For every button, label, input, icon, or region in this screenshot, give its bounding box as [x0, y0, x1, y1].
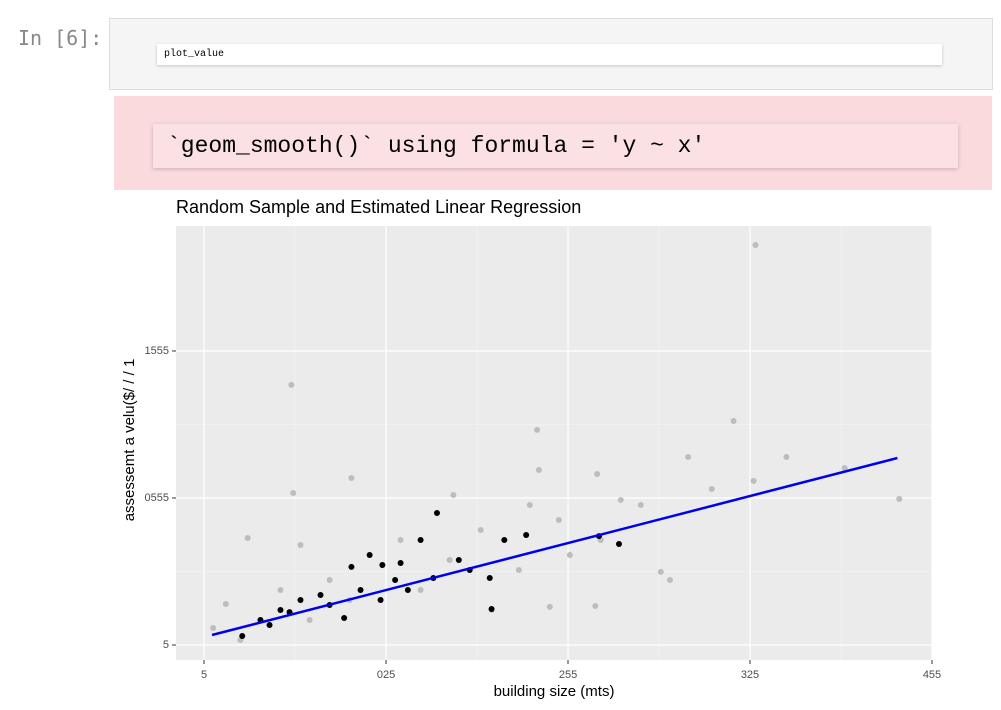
point: [377, 597, 384, 604]
x-tick-label: 255: [559, 669, 577, 681]
point: [750, 477, 757, 484]
x-tick-label: 5: [201, 669, 207, 681]
point: [317, 592, 324, 599]
x-tick-label: 025: [377, 669, 395, 681]
input-cell[interactable]: plot_value: [109, 18, 993, 90]
point: [450, 492, 457, 499]
y-axis-label: assessemt a velu($/ / / 1: [121, 359, 138, 522]
point: [708, 486, 715, 493]
point: [783, 453, 790, 460]
point: [348, 474, 355, 481]
point: [326, 577, 333, 584]
point: [592, 603, 599, 610]
point: [685, 453, 692, 460]
point: [501, 537, 508, 544]
point: [397, 559, 404, 566]
point: [379, 562, 386, 569]
point: [417, 537, 424, 544]
point: [357, 587, 364, 594]
output-stderr: `geom_smooth()` using formula = 'y ~ x': [114, 96, 992, 190]
point: [433, 509, 440, 516]
y-tick-label: 1555: [145, 345, 169, 357]
point: [637, 502, 644, 509]
point: [666, 577, 673, 584]
point: [397, 537, 404, 544]
point: [488, 605, 495, 612]
x-tick-label: 325: [741, 669, 759, 681]
point: [455, 557, 462, 564]
point: [417, 587, 424, 594]
point: [277, 587, 284, 594]
point: [210, 624, 217, 631]
point: [290, 489, 297, 496]
point: [222, 600, 229, 607]
point: [486, 574, 493, 581]
point: [297, 597, 304, 604]
x-axis-label: building size (mts): [494, 683, 615, 700]
point: [730, 417, 737, 424]
stderr-text: `geom_smooth()` using formula = 'y ~ x': [153, 124, 958, 168]
point: [566, 552, 573, 559]
point: [523, 532, 530, 539]
regression-line: [211, 456, 898, 637]
point: [366, 552, 373, 559]
point: [404, 587, 411, 594]
point: [277, 607, 284, 614]
point: [657, 568, 664, 575]
point: [239, 633, 246, 640]
point: [535, 467, 542, 474]
chart-title: Random Sample and Estimated Linear Regre…: [176, 197, 581, 217]
point: [546, 603, 553, 610]
point: [297, 542, 304, 549]
cell-prompt: In [6]:: [18, 26, 103, 50]
point: [752, 241, 759, 248]
point: [341, 614, 348, 621]
point: [896, 496, 903, 503]
point: [477, 527, 484, 534]
point: [526, 502, 533, 509]
y-tick-label: 0555: [145, 492, 169, 504]
point: [617, 497, 624, 504]
point: [841, 464, 848, 471]
point: [306, 617, 313, 624]
point: [348, 563, 355, 570]
point: [594, 471, 601, 478]
point: [446, 557, 453, 564]
point: [615, 541, 622, 548]
point: [288, 381, 295, 388]
panel: [176, 226, 932, 660]
point: [515, 567, 522, 574]
y-tick-label: 5: [163, 639, 169, 651]
code[interactable]: plot_value: [157, 44, 942, 65]
chart: Random Sample and Estimated Linear Regre…: [121, 197, 941, 700]
point: [534, 426, 541, 433]
point: [555, 517, 562, 524]
point: [266, 622, 273, 629]
x-tick-label: 455: [923, 669, 941, 681]
point: [392, 577, 399, 584]
point: [244, 534, 251, 541]
